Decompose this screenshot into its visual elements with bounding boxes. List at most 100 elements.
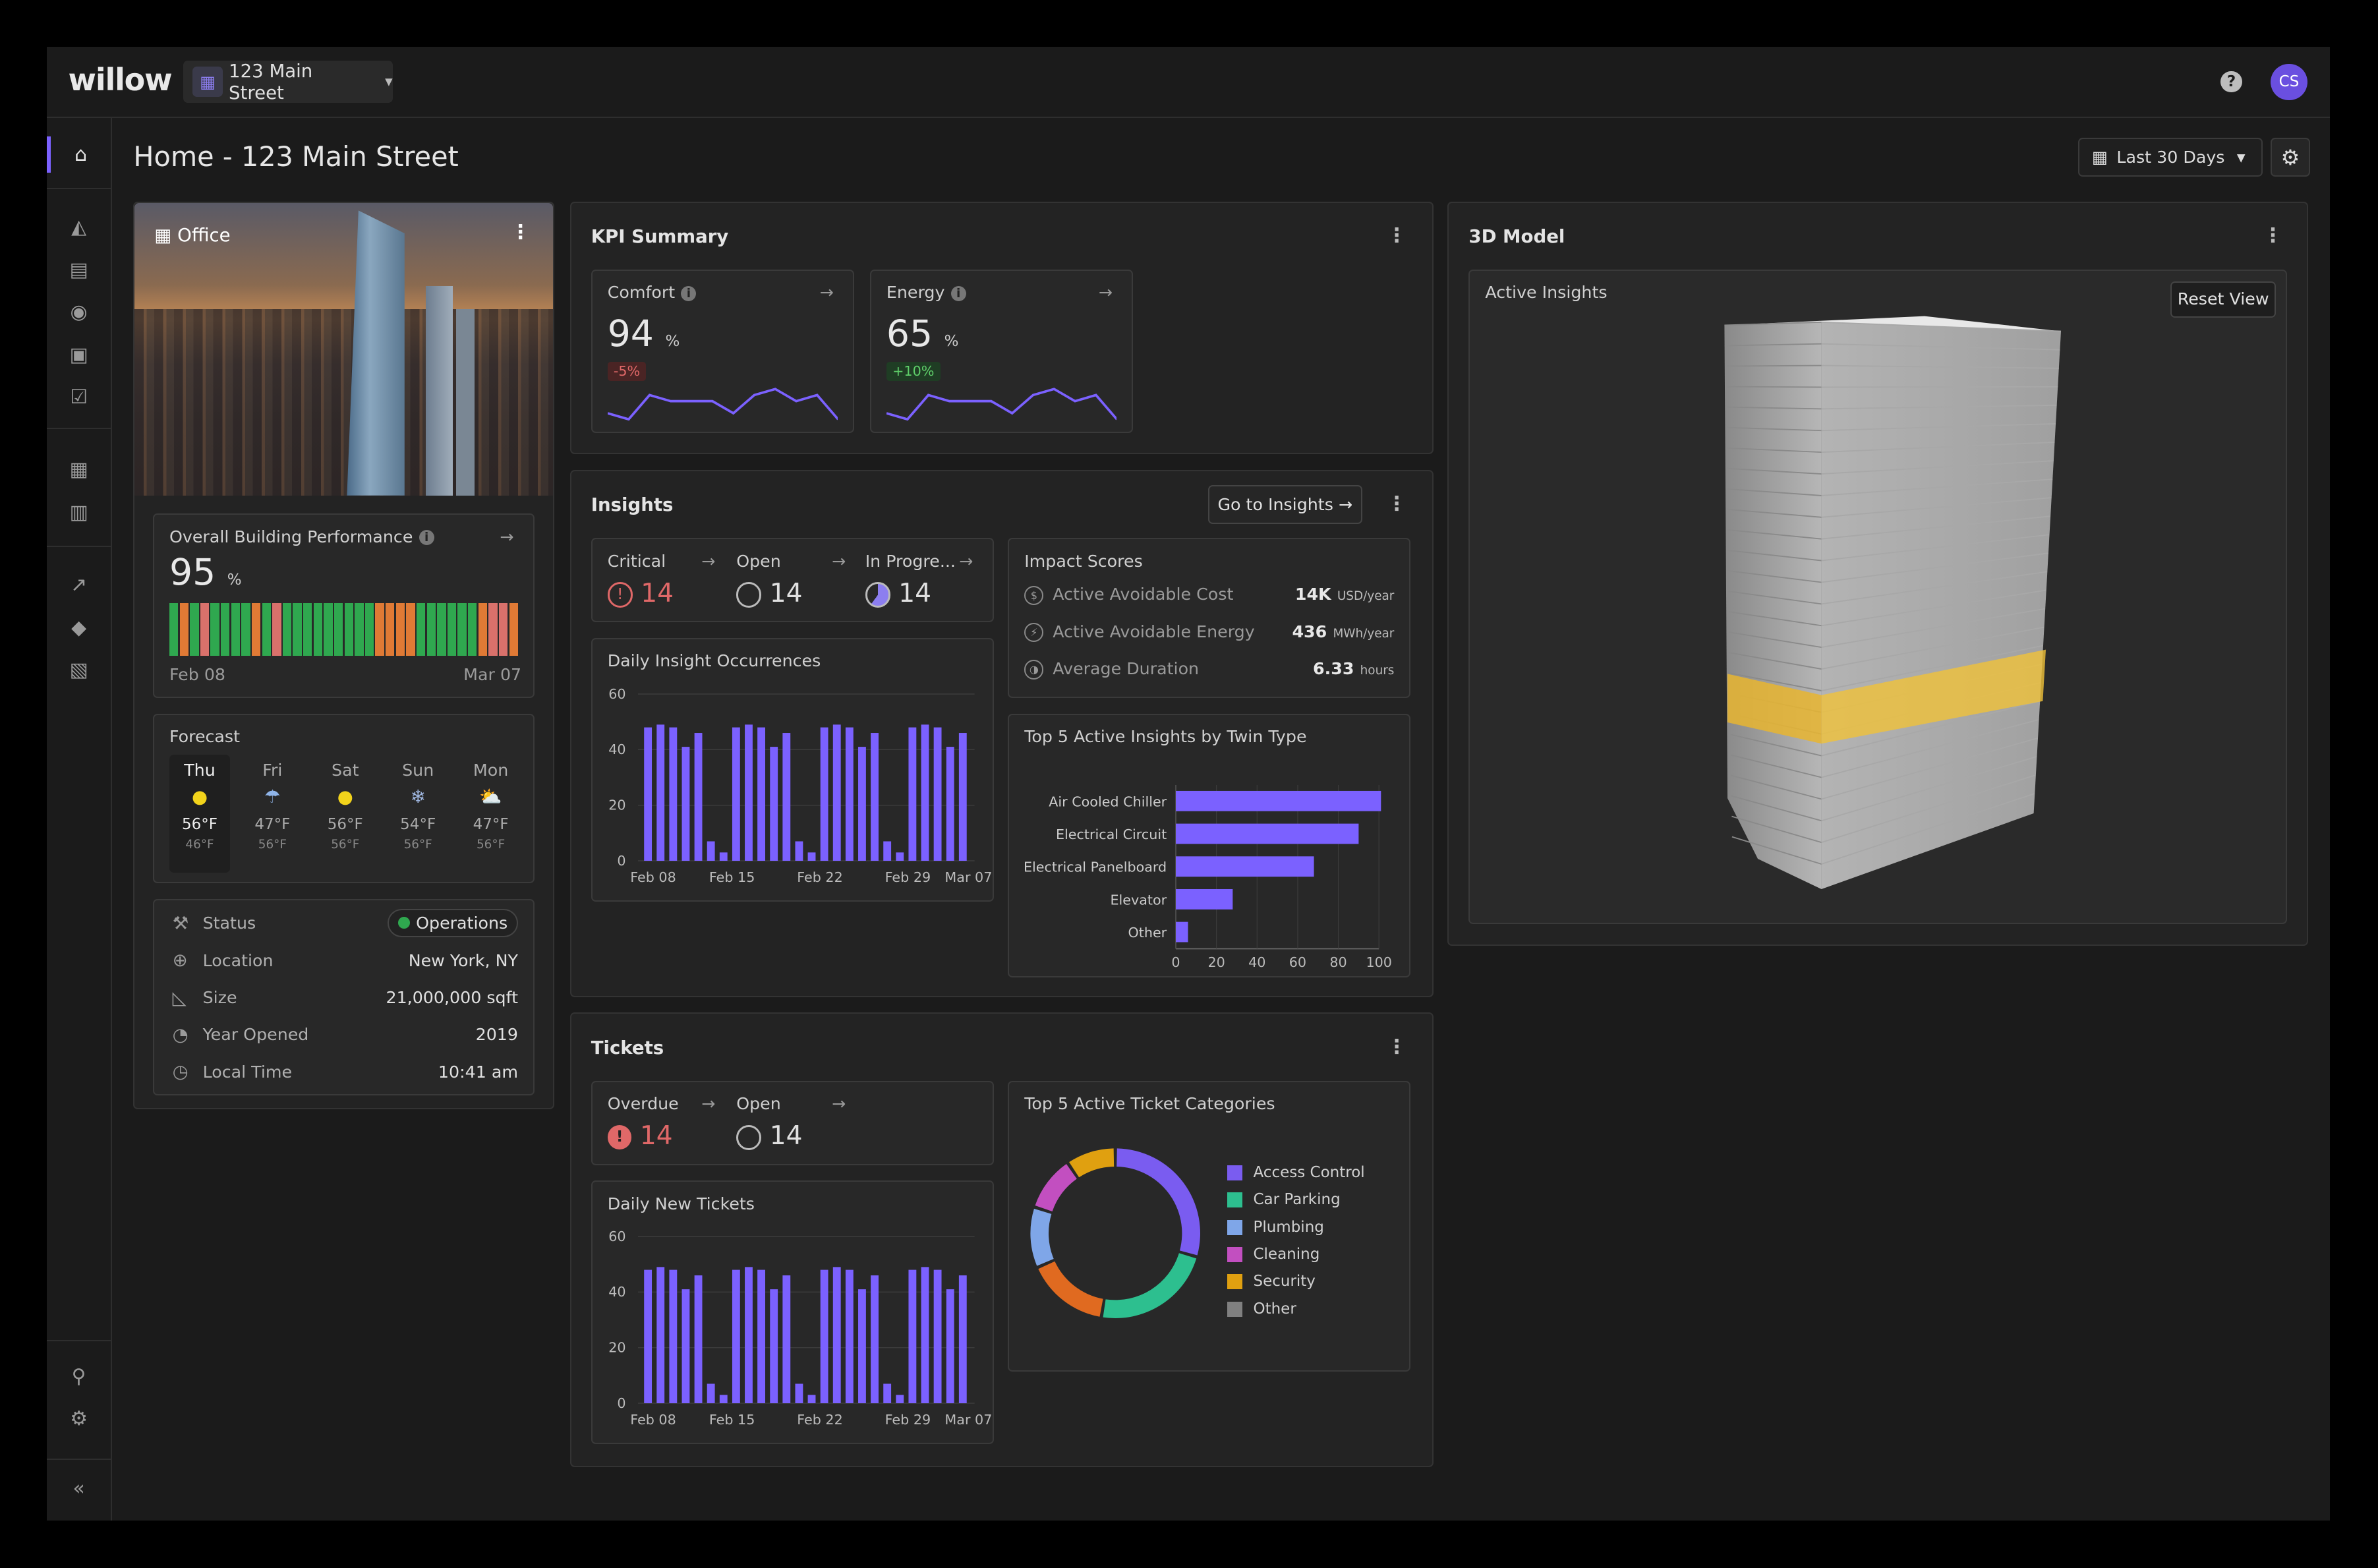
performance-value: 95 % bbox=[169, 551, 242, 594]
shapes-icon[interactable]: ◭ bbox=[71, 216, 87, 239]
more-icon[interactable]: ⋮ bbox=[510, 221, 531, 245]
bar bbox=[782, 732, 790, 861]
bar bbox=[757, 1269, 765, 1404]
detail-label: Local Time bbox=[202, 1062, 293, 1082]
floor-line bbox=[1728, 591, 1822, 605]
go-to-insights-button[interactable]: Go to Insights → bbox=[1207, 484, 1362, 524]
legend-item: Car Parking bbox=[1227, 1191, 1341, 1208]
settings-button[interactable]: ⚙ bbox=[2271, 138, 2310, 177]
status-badge: Operations bbox=[387, 909, 518, 937]
floor-line bbox=[1821, 365, 2060, 370]
forecast-day-label: Sun bbox=[402, 760, 434, 780]
trend-icon[interactable]: ↗ bbox=[71, 573, 88, 597]
bar bbox=[744, 1267, 753, 1404]
floor-line bbox=[1821, 627, 2044, 670]
date-range-dropdown[interactable]: ▦ Last 30 Days ▾ bbox=[2078, 138, 2263, 177]
clipboard-check-icon[interactable]: ☑ bbox=[70, 386, 88, 409]
floor-line bbox=[1821, 774, 2037, 844]
legend-swatch bbox=[1227, 1301, 1243, 1317]
document-icon[interactable]: ▤ bbox=[69, 258, 88, 281]
open-tickets-label[interactable]: Open bbox=[736, 1093, 781, 1113]
bar bbox=[933, 1269, 942, 1404]
kpi-title: KPI Summary bbox=[591, 225, 729, 248]
map-icon[interactable]: ▧ bbox=[69, 658, 88, 682]
more-icon[interactable]: ⋮ bbox=[1387, 224, 1407, 248]
legend-label: Other bbox=[1253, 1300, 1296, 1318]
bar bbox=[857, 746, 866, 861]
open-label[interactable]: Open bbox=[736, 551, 781, 571]
bar bbox=[908, 1269, 916, 1404]
bar bbox=[732, 1269, 740, 1404]
model-viewport[interactable]: Active Insights Reset View bbox=[1468, 270, 2287, 925]
clipboard-icon[interactable]: ▣ bbox=[69, 343, 88, 366]
bar bbox=[845, 1269, 854, 1404]
bar bbox=[1176, 888, 1233, 910]
legend-item: Access Control bbox=[1227, 1164, 1365, 1181]
arrow-right-icon[interactable]: → bbox=[701, 1093, 716, 1113]
legend-swatch bbox=[1227, 1192, 1243, 1208]
kpi-energy-card[interactable]: Energy i → 65 % +10% bbox=[869, 270, 1134, 433]
site-selector[interactable]: ▦ 123 Main Street ▾ bbox=[183, 60, 393, 104]
collapse-icon[interactable]: « bbox=[72, 1477, 85, 1501]
floor-line bbox=[1821, 497, 2052, 519]
y-tick-label: 40 bbox=[608, 1284, 625, 1300]
forecast-low: 56°F bbox=[258, 838, 287, 852]
floor-line bbox=[1726, 427, 1822, 432]
floor-line bbox=[1821, 738, 2039, 800]
gear-icon[interactable]: ⚙ bbox=[70, 1407, 88, 1431]
floor-line bbox=[1821, 608, 2046, 649]
dashboard-icon[interactable]: ▦ bbox=[69, 458, 88, 482]
in-progress-label[interactable]: In Progre... bbox=[865, 551, 956, 571]
wrench-icon: ⚒ bbox=[172, 912, 189, 934]
arrow-right-icon[interactable]: → bbox=[832, 551, 846, 571]
report-icon[interactable]: ▥ bbox=[69, 500, 88, 524]
avatar[interactable]: CS bbox=[2271, 63, 2307, 100]
arrow-right-icon[interactable]: → bbox=[832, 1093, 846, 1113]
duration-icon: ◑ bbox=[1024, 660, 1044, 680]
floor-line bbox=[1821, 534, 2050, 562]
home-icon[interactable]: ⌂ bbox=[47, 136, 111, 173]
y-tick-label: 0 bbox=[617, 853, 625, 869]
donut-slice bbox=[1038, 1262, 1103, 1318]
site-name: 123 Main Street bbox=[229, 60, 313, 104]
critical-label[interactable]: Critical bbox=[607, 551, 666, 571]
insight-counts-card: Critical → ! 14 Open → 14 In Progre... →… bbox=[591, 538, 994, 623]
x-tick-label: 20 bbox=[1208, 954, 1225, 970]
more-icon[interactable]: ⋮ bbox=[2263, 224, 2283, 248]
rain-icon: ☂ bbox=[264, 786, 281, 808]
more-icon[interactable]: ⋮ bbox=[1387, 1035, 1407, 1059]
open-circle-icon bbox=[736, 1124, 762, 1150]
arrow-right-icon[interactable]: → bbox=[500, 527, 514, 546]
open-tickets-count: 14 bbox=[736, 1121, 803, 1151]
lightbulb-icon[interactable]: ◉ bbox=[70, 301, 88, 324]
in-progress-count: 14 bbox=[865, 579, 931, 608]
alert-icon: ! bbox=[607, 582, 633, 608]
comfort-sparkline bbox=[607, 388, 838, 421]
arrow-right-icon[interactable]: → bbox=[819, 283, 834, 303]
arrow-right-icon[interactable]: → bbox=[701, 551, 716, 571]
help-icon[interactable]: ? bbox=[2220, 71, 2242, 93]
connector-icon[interactable]: ⚲ bbox=[71, 1364, 86, 1388]
arrow-right-icon[interactable]: → bbox=[1098, 283, 1113, 303]
overdue-label[interactable]: Overdue bbox=[607, 1093, 679, 1113]
partly-cloudy-icon: ⛅ bbox=[479, 786, 502, 808]
floor-line bbox=[1821, 479, 2053, 497]
ruler-icon: ◺ bbox=[172, 986, 187, 1008]
kpi-comfort-label: Comfort i bbox=[608, 283, 697, 302]
forecast-day: Sun ❄ 54°F 56°F bbox=[388, 755, 448, 873]
reset-view-button[interactable]: Reset View bbox=[2170, 281, 2276, 318]
more-icon[interactable]: ⋮ bbox=[1387, 492, 1407, 516]
x-tick-label: 80 bbox=[1330, 954, 1347, 970]
performance-segment bbox=[375, 602, 384, 656]
impact-row: ⚡ Active Avoidable Energy 436 MWh/year bbox=[1024, 622, 1394, 649]
performance-card[interactable]: Overall Building Performance i → 95 % Feb… bbox=[152, 513, 535, 699]
bar bbox=[820, 1269, 828, 1404]
bar bbox=[707, 841, 715, 861]
kpi-comfort-card[interactable]: Comfort i → 94 % -5% bbox=[591, 270, 855, 433]
bar bbox=[896, 852, 904, 861]
daily-tickets-chart: 0 20 40 60 Feb 08 Feb 15 Feb 22 Feb 29 Mar 07 bbox=[608, 1229, 992, 1428]
cube-icon[interactable]: ◆ bbox=[71, 616, 87, 639]
arrow-right-icon[interactable]: → bbox=[959, 551, 973, 571]
performance-segment bbox=[509, 602, 518, 656]
floor-line bbox=[1821, 645, 2044, 692]
